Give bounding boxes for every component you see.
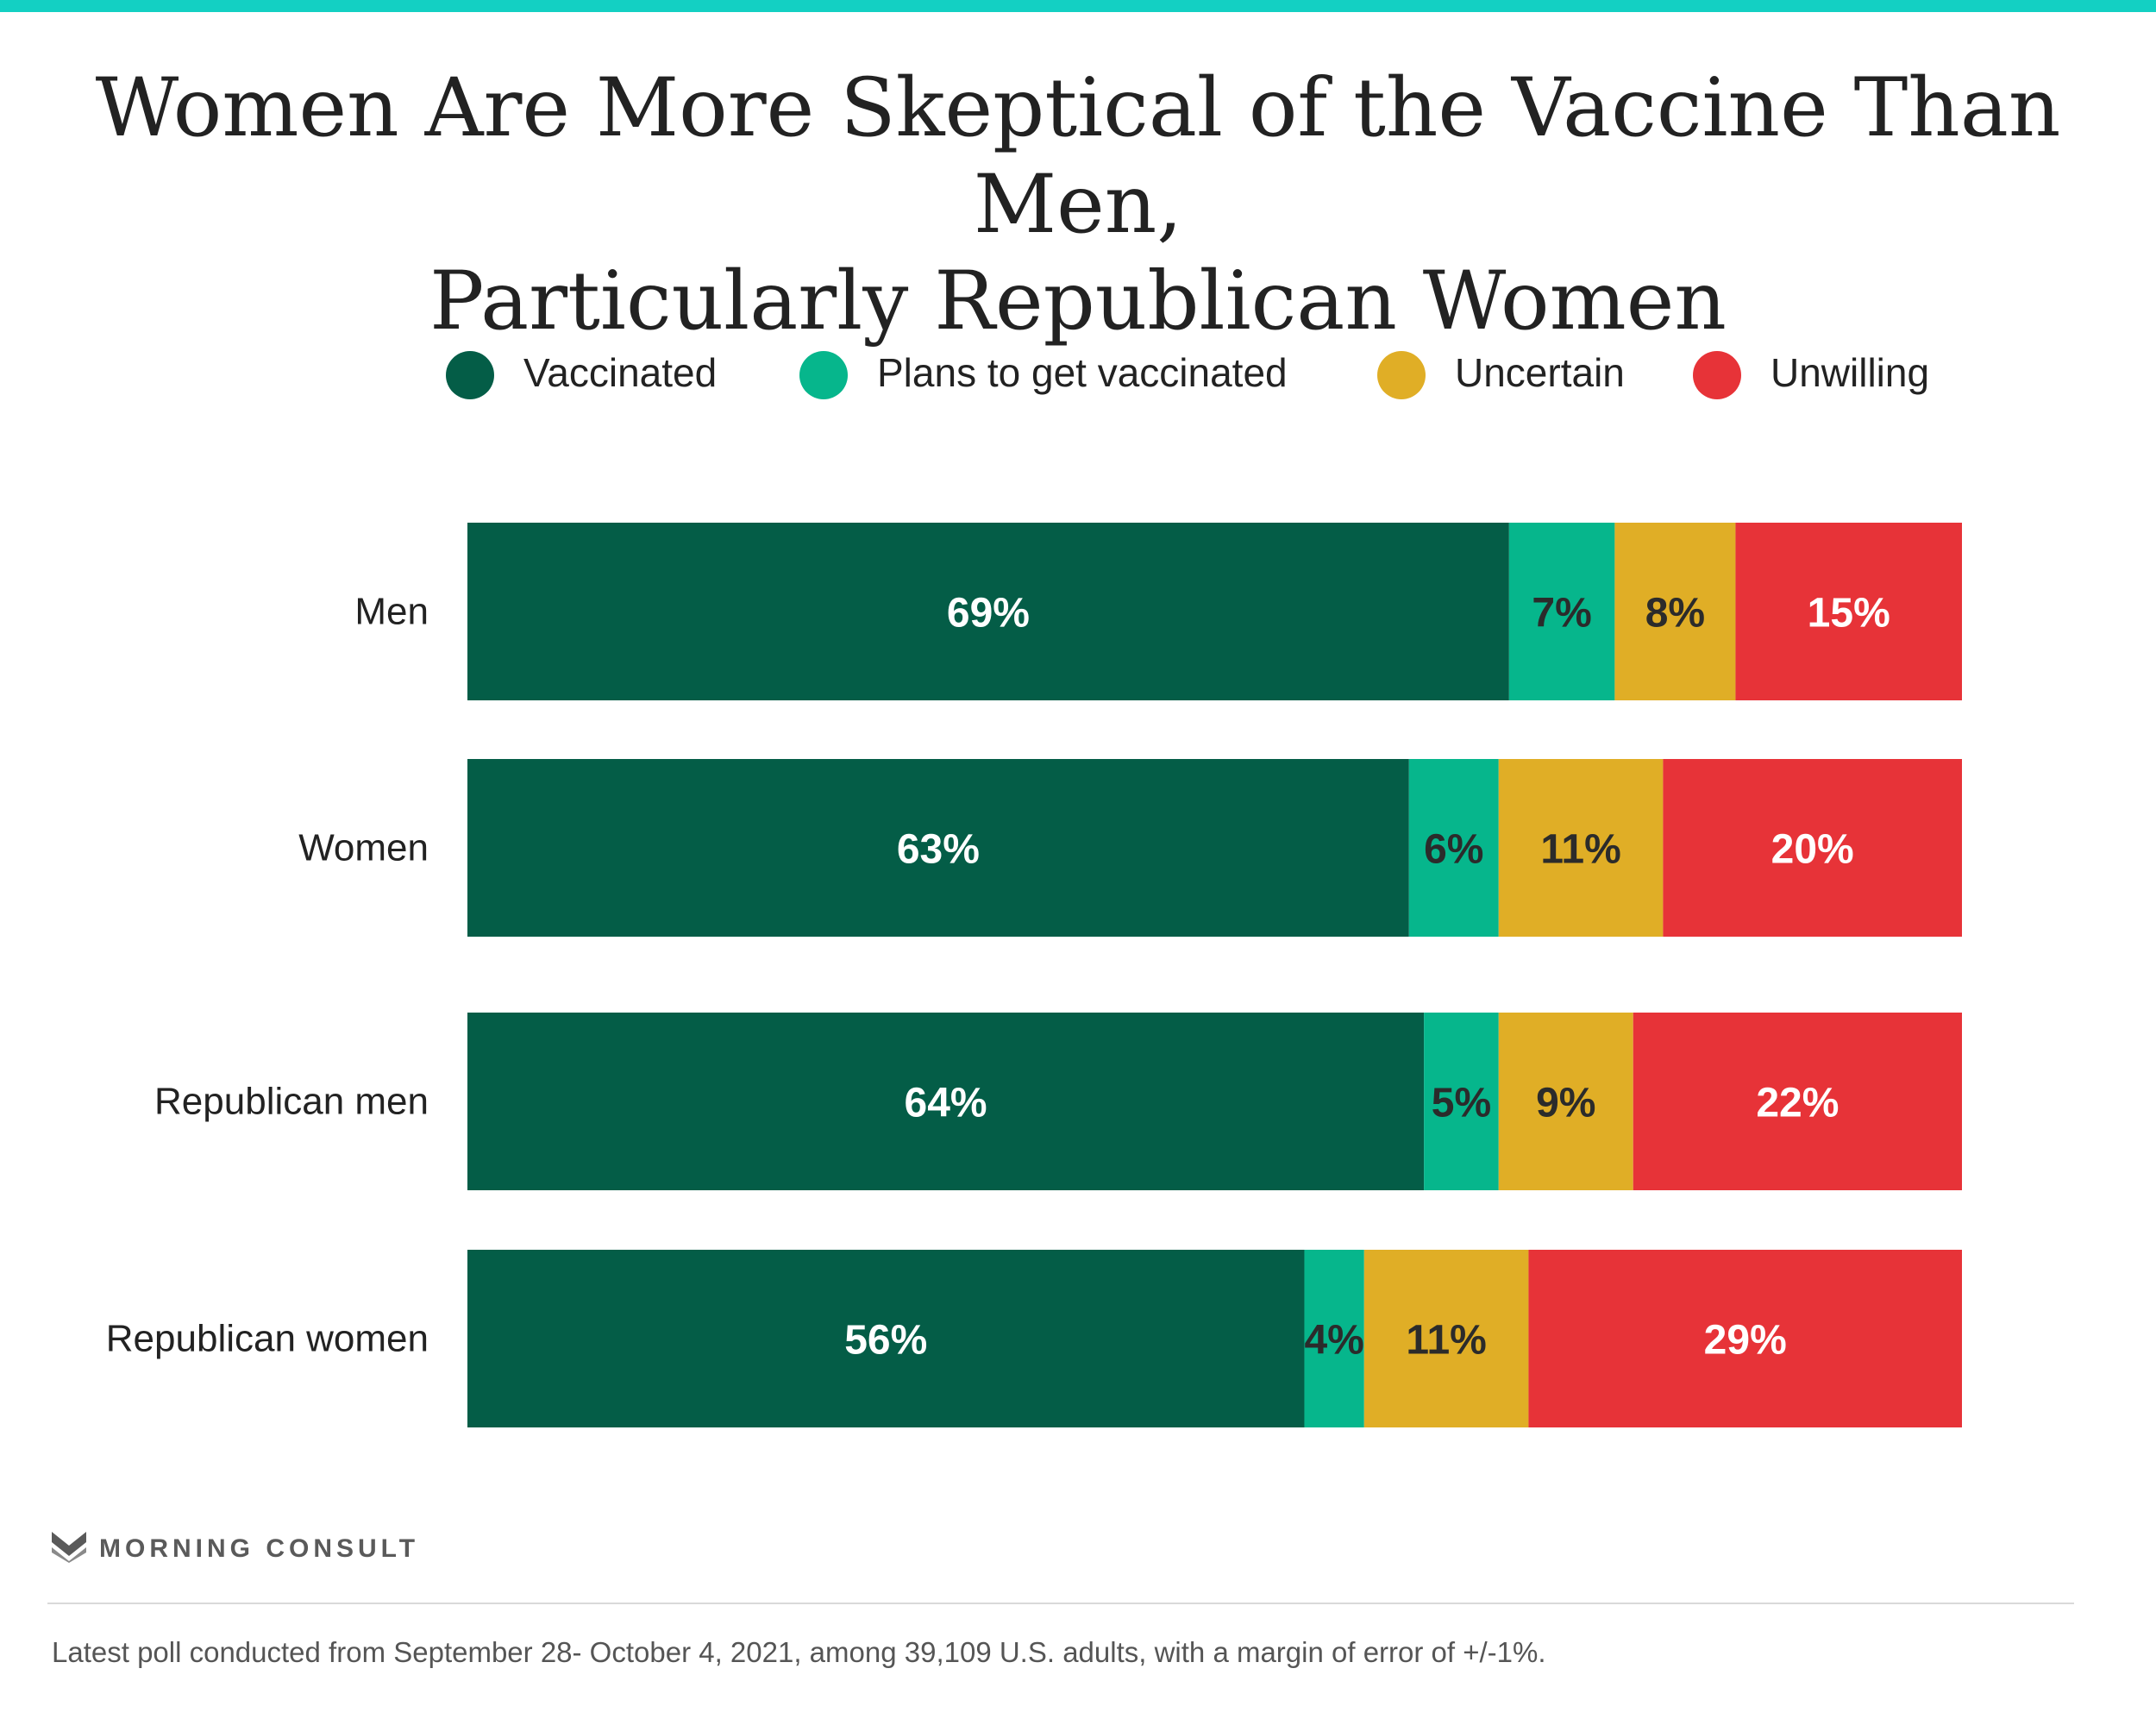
value-label-republican-women-vaccinated: 56% bbox=[844, 1318, 927, 1364]
value-label-republican-women-uncertain: 11% bbox=[1406, 1318, 1486, 1364]
legend-swatch-plans bbox=[799, 351, 848, 399]
bar-republican-men-uncertain bbox=[1498, 1013, 1633, 1190]
value-label-republican-men-uncertain: 9% bbox=[1536, 1081, 1595, 1126]
value-label-men-uncertain: 8% bbox=[1645, 591, 1705, 637]
legend-swatch-unwilling bbox=[1693, 351, 1741, 399]
value-label-men-unwilling: 15% bbox=[1808, 591, 1890, 637]
chart-title-line-2: Particularly Republican Women bbox=[429, 254, 1727, 348]
legend-swatch-uncertain bbox=[1377, 351, 1426, 399]
bar-women-plans-to-get-vaccinated bbox=[1408, 759, 1499, 937]
value-label-republican-women-plans-to-get-vaccinated: 4% bbox=[1304, 1318, 1363, 1364]
value-label-republican-men-vaccinated: 64% bbox=[905, 1081, 987, 1126]
value-label-women-unwilling: 20% bbox=[1771, 827, 1854, 873]
value-label-republican-men-plans-to-get-vaccinated: 5% bbox=[1432, 1081, 1491, 1126]
bar-men-plans-to-get-vaccinated bbox=[1508, 523, 1615, 700]
chart-title: Women Are More Skeptical of the Vaccine … bbox=[0, 60, 2156, 350]
value-label-republican-women-unwilling: 29% bbox=[1704, 1318, 1787, 1364]
legend-label-plans: Plans to get vaccinated bbox=[877, 350, 1288, 395]
legend-swatch-vaccinated bbox=[446, 351, 494, 399]
bar-republican-women-vaccinated bbox=[467, 1250, 1305, 1427]
chart-title-line-1: Women Are More Skeptical of the Vaccine … bbox=[95, 61, 2061, 252]
value-label-men-vaccinated: 69% bbox=[947, 591, 1030, 637]
bar-men-vaccinated bbox=[467, 523, 1509, 700]
legend-label-uncertain: Uncertain bbox=[1455, 350, 1625, 395]
legend-label-vaccinated: Vaccinated bbox=[523, 350, 718, 395]
value-label-republican-men-unwilling: 22% bbox=[1756, 1081, 1839, 1126]
morning-consult-logo-icon bbox=[52, 1532, 86, 1563]
bar-women-unwilling bbox=[1663, 759, 1962, 937]
value-label-women-uncertain: 11% bbox=[1540, 827, 1620, 873]
legend-label-unwilling: Unwilling bbox=[1771, 350, 1930, 395]
value-label-men-plans-to-get-vaccinated: 7% bbox=[1532, 591, 1591, 637]
value-label-women-plans-to-get-vaccinated: 6% bbox=[1424, 827, 1483, 873]
bar-republican-men-plans-to-get-vaccinated bbox=[1424, 1013, 1499, 1190]
bar-republican-women-unwilling bbox=[1528, 1250, 1962, 1427]
footer-divider bbox=[47, 1603, 2074, 1604]
footnote: Latest poll conducted from September 28-… bbox=[52, 1636, 1546, 1668]
category-label-men: Men bbox=[354, 591, 429, 633]
bar-women-uncertain bbox=[1498, 759, 1664, 937]
brand-name: MORNING CONSULT bbox=[99, 1534, 420, 1563]
bar-republican-women-plans-to-get-vaccinated bbox=[1304, 1250, 1364, 1427]
legend: Vaccinated Plans to get vaccinated Uncer… bbox=[0, 341, 2156, 401]
bar-men-uncertain bbox=[1614, 523, 1736, 700]
category-label-republican-men: Republican men bbox=[154, 1081, 429, 1123]
category-label-republican-women: Republican women bbox=[106, 1318, 429, 1360]
category-label-women: Women bbox=[298, 827, 429, 869]
bar-republican-men-vaccinated bbox=[467, 1013, 1425, 1190]
value-label-women-vaccinated: 63% bbox=[897, 827, 980, 873]
top-accent-bar bbox=[0, 0, 2156, 12]
bar-men-unwilling bbox=[1735, 523, 1962, 700]
bar-republican-men-unwilling bbox=[1633, 1013, 1962, 1190]
bar-republican-women-uncertain bbox=[1363, 1250, 1529, 1427]
bar-women-vaccinated bbox=[467, 759, 1409, 937]
